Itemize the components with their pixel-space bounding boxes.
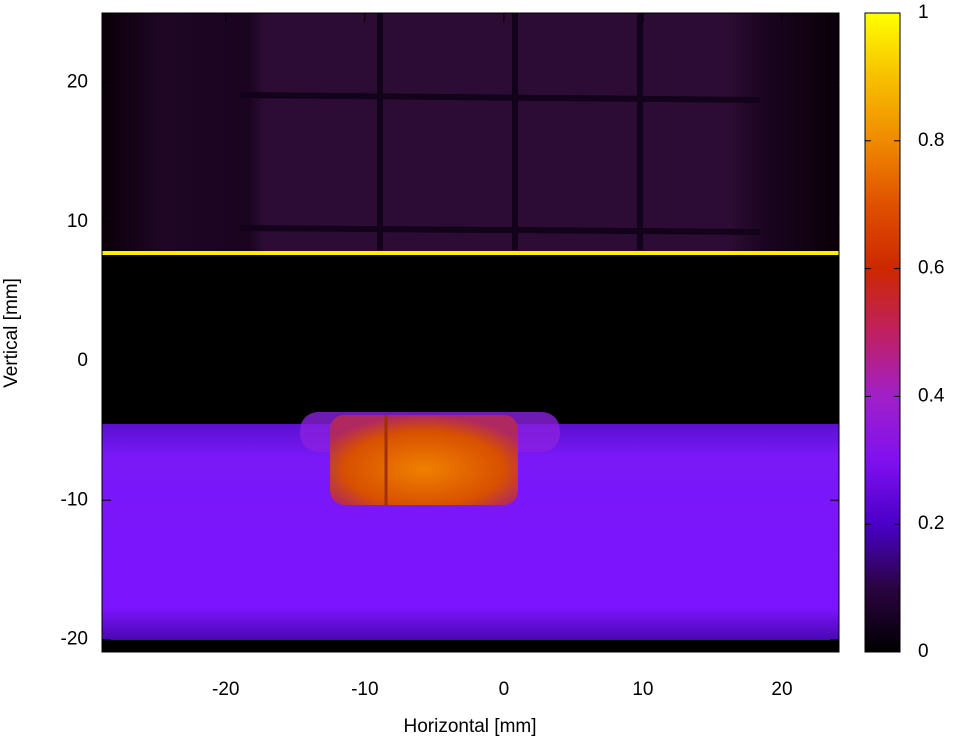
colorbar-tick-label: 0.2 — [918, 513, 944, 534]
y-tick-label: 20 — [67, 72, 88, 93]
x-tick-label: 20 — [771, 679, 792, 700]
y-tick-label: -10 — [61, 489, 88, 510]
x-tick-label: 0 — [499, 679, 510, 700]
x-tick-label: -10 — [351, 679, 378, 700]
x-tick-label: -20 — [212, 679, 239, 700]
y-tick-label: -20 — [61, 628, 88, 649]
colorbar-tick-label: 0 — [918, 641, 929, 662]
colorbar-tick-label: 0.4 — [918, 385, 945, 406]
plot-frame — [101, 12, 840, 653]
colorbar — [864, 12, 901, 653]
x-axis-label: Horizontal [mm] — [403, 716, 536, 737]
y-axis-label: Vertical [mm] — [1, 278, 22, 388]
colorbar-tick-label: 0.6 — [918, 258, 944, 279]
y-tick-label: 0 — [77, 350, 88, 371]
colorbar-tick-label: 0.8 — [918, 130, 944, 151]
colorbar-tick-label: 1 — [918, 2, 929, 23]
x-tick-label: 10 — [632, 679, 653, 700]
y-tick-label: 10 — [67, 211, 88, 232]
heatmap-image — [102, 13, 839, 652]
